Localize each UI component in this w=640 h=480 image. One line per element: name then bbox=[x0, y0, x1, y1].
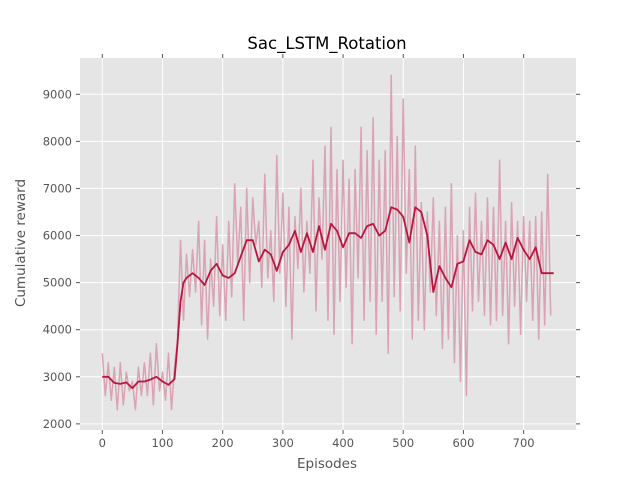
y-tick-label: 2000 bbox=[43, 417, 72, 431]
grid-lines bbox=[80, 58, 576, 430]
y-tick-label: 4000 bbox=[43, 323, 72, 337]
y-tick-label: 9000 bbox=[43, 87, 72, 101]
axis-ticks bbox=[76, 54, 580, 434]
smoothed-reward-line bbox=[102, 206, 554, 390]
y-tick-label: 5000 bbox=[43, 276, 72, 290]
chart-title: Sac_LSTM_Rotation bbox=[247, 34, 406, 54]
x-tick-label: 0 bbox=[99, 436, 106, 450]
x-tick-label: 500 bbox=[392, 436, 414, 450]
tick-labels: 0 100 200 300 400 500 600 700 2000 3000 4000 5000 60… bbox=[43, 87, 535, 450]
x-tick-label: 400 bbox=[332, 436, 354, 450]
x-tick-label: 100 bbox=[151, 436, 173, 450]
y-tick-label: 6000 bbox=[43, 229, 72, 243]
y-tick-label: 8000 bbox=[43, 134, 72, 148]
series-lines bbox=[101, 74, 554, 411]
x-axis-label: Episodes bbox=[297, 456, 357, 472]
x-tick-label: 200 bbox=[212, 436, 234, 450]
x-tick-label: 300 bbox=[272, 436, 294, 450]
x-tick-label: 600 bbox=[452, 436, 474, 450]
x-tick-label: 700 bbox=[513, 436, 535, 450]
y-tick-label: 7000 bbox=[43, 181, 72, 195]
y-tick-label: 3000 bbox=[43, 370, 72, 384]
y-axis-label: Cumulative reward bbox=[13, 179, 29, 307]
